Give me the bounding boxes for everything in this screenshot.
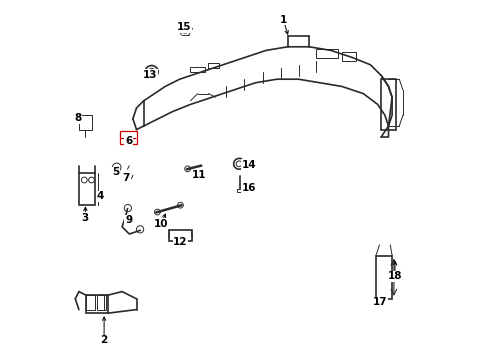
Bar <box>86 295 95 310</box>
Bar <box>79 115 91 130</box>
Text: 3: 3 <box>81 213 89 223</box>
Text: 18: 18 <box>387 271 402 282</box>
Text: 11: 11 <box>191 170 205 180</box>
Text: 4: 4 <box>96 191 103 201</box>
Bar <box>375 256 391 299</box>
Bar <box>208 63 219 68</box>
Text: 13: 13 <box>142 70 157 80</box>
Text: 5: 5 <box>112 167 120 177</box>
Text: 1: 1 <box>279 15 286 25</box>
Bar <box>120 131 136 144</box>
Bar <box>79 173 95 205</box>
Bar <box>316 49 337 58</box>
Text: 6: 6 <box>125 136 132 146</box>
Text: 12: 12 <box>173 237 187 247</box>
Text: 2: 2 <box>100 335 107 345</box>
Text: 14: 14 <box>242 159 256 170</box>
Text: 9: 9 <box>125 215 132 225</box>
Text: 15: 15 <box>176 22 191 32</box>
Text: 17: 17 <box>372 297 387 307</box>
Bar <box>190 67 204 72</box>
Circle shape <box>154 209 160 215</box>
Text: 10: 10 <box>153 219 168 229</box>
Bar <box>341 52 355 61</box>
Bar <box>168 230 192 241</box>
Text: 8: 8 <box>74 113 81 123</box>
Bar <box>97 295 106 310</box>
Text: 7: 7 <box>122 173 130 183</box>
Bar <box>86 295 107 313</box>
Bar <box>381 79 395 130</box>
Text: 16: 16 <box>242 183 256 193</box>
Circle shape <box>177 202 183 208</box>
Bar <box>237 189 242 192</box>
